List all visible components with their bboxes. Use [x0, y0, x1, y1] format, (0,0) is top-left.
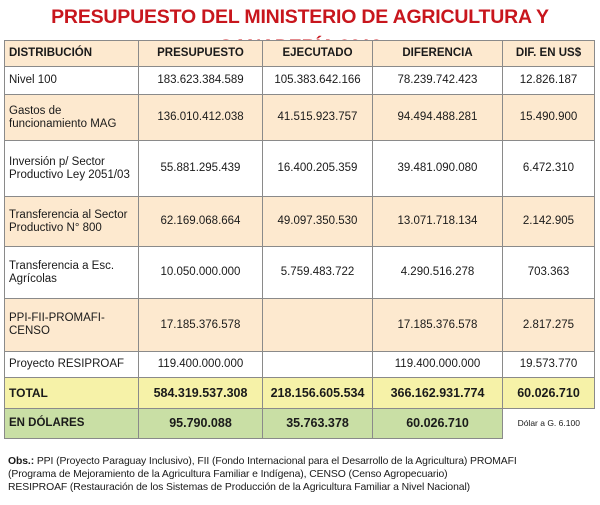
row-label: Gastos de funcionamiento MAG — [4, 94, 139, 141]
total-dif-usd: 60.026.710 — [502, 377, 595, 409]
table-row: Proyecto RESIPROAF 119.400.000.000 119.4… — [4, 351, 595, 378]
total-row: TOTAL 584.319.537.308 218.156.605.534 36… — [4, 377, 595, 409]
column-header: DIFERENCIA — [372, 40, 503, 67]
row-label-line: funcionamiento MAG — [9, 117, 117, 130]
diferencia-cell: 13.071.718.134 — [372, 196, 503, 247]
ejecutado-cell: 16.400.205.359 — [262, 140, 373, 197]
ejecutado-cell: 5.759.483.722 — [262, 246, 373, 299]
row-label-line: Gastos de — [9, 104, 62, 117]
dif-usd-cell: 6.472.310 — [502, 140, 595, 197]
ejecutado-cell: 49.097.350.530 — [262, 196, 373, 247]
presupuesto-cell: 10.050.000.000 — [138, 246, 263, 299]
row-label: PPI-FII-PROMAFI- CENSO — [4, 298, 139, 352]
diferencia-cell: 39.481.090.080 — [372, 140, 503, 197]
diferencia-cell: 17.185.376.578 — [372, 298, 503, 352]
diferencia-cell: 119.400.000.000 — [372, 351, 503, 378]
ejecutado-cell — [262, 351, 373, 378]
presupuesto-cell: 55.881.295.439 — [138, 140, 263, 197]
row-label: Proyecto RESIPROAF — [4, 351, 139, 378]
dif-usd-cell: 19.573.770 — [502, 351, 595, 378]
row-label: Transferencia al Sector Productivo N° 80… — [4, 196, 139, 247]
observations-note: Obs.: PPI (Proyecto Paraguay Inclusivo),… — [8, 455, 594, 494]
table-row: Nivel 100 183.623.384.589 105.383.642.16… — [4, 66, 595, 95]
column-header: DIF. EN US$ — [502, 40, 595, 67]
total-label: TOTAL — [4, 377, 139, 409]
row-label-line: Productivo Ley 2051/03 — [9, 168, 130, 181]
usd-ejecutado: 35.763.378 — [262, 408, 373, 439]
usd-label: EN DÓLARES — [4, 408, 139, 439]
obs-label: Obs.: — [8, 456, 35, 467]
diferencia-cell: 78.239.742.423 — [372, 66, 503, 95]
usd-presupuesto: 95.790.088 — [138, 408, 263, 439]
column-header: EJECUTADO — [262, 40, 373, 67]
presupuesto-cell: 62.169.068.664 — [138, 196, 263, 247]
usd-row: EN DÓLARES 95.790.088 35.763.378 60.026.… — [4, 408, 595, 439]
presupuesto-cell: 119.400.000.000 — [138, 351, 263, 378]
obs-text: PPI (Proyecto Paraguay Inclusivo), FII (… — [34, 456, 517, 467]
obs-line: RESIPROAF (Restauración de los Sistemas … — [8, 482, 471, 493]
diferencia-cell: 94.494.488.281 — [372, 94, 503, 141]
table-row: Transferencia al Sector Productivo N° 80… — [4, 196, 595, 247]
row-label-line: PPI-FII-PROMAFI- — [9, 312, 105, 324]
row-label: Nivel 100 — [4, 66, 139, 95]
presupuesto-cell: 136.010.412.038 — [138, 94, 263, 141]
ejecutado-cell: 41.515.923.757 — [262, 94, 373, 141]
total-presupuesto: 584.319.537.308 — [138, 377, 263, 409]
row-label-line: Agrícolas — [9, 272, 57, 285]
table-header-row: DISTRIBUCIÓN PRESUPUESTO EJECUTADO DIFER… — [4, 40, 595, 67]
row-label-line: CENSO — [9, 325, 50, 337]
column-header: DISTRIBUCIÓN — [4, 40, 139, 67]
row-label-line: Proyecto RESIPROAF — [9, 358, 125, 370]
dif-usd-cell: 12.826.187 — [502, 66, 595, 95]
obs-line: (Programa de Mejoramiento de la Agricult… — [8, 469, 448, 480]
total-diferencia: 366.162.931.774 — [372, 377, 503, 409]
usd-diferencia: 60.026.710 — [372, 408, 503, 439]
presupuesto-cell: 17.185.376.578 — [138, 298, 263, 352]
diferencia-cell: 4.290.516.278 — [372, 246, 503, 299]
exchange-rate-note: Dólar a G. 6.100 — [502, 408, 595, 439]
total-ejecutado: 218.156.605.534 — [262, 377, 373, 409]
dif-usd-cell: 15.490.900 — [502, 94, 595, 141]
dif-usd-cell: 2.817.275 — [502, 298, 595, 352]
row-label-line: Inversión p/ Sector — [9, 155, 105, 168]
obs-line: Obs.: PPI (Proyecto Paraguay Inclusivo),… — [8, 455, 594, 468]
table-row: Transferencia a Esc. Agrícolas 10.050.00… — [4, 246, 595, 299]
table-row: PPI-FII-PROMAFI- CENSO 17.185.376.578 17… — [4, 298, 595, 352]
row-label-line: Transferencia al Sector — [9, 208, 128, 221]
row-label: Inversión p/ Sector Productivo Ley 2051/… — [4, 140, 139, 197]
row-label-line: Productivo N° 800 — [9, 221, 102, 234]
table-row: Inversión p/ Sector Productivo Ley 2051/… — [4, 140, 595, 197]
row-label-line: Transferencia a Esc. — [9, 259, 115, 272]
page-title: PRESUPUESTO DEL MINISTERIO DE AGRICULTUR… — [51, 6, 549, 58]
budget-table: DISTRIBUCIÓN PRESUPUESTO EJECUTADO DIFER… — [4, 40, 595, 439]
dif-usd-cell: 2.142.905 — [502, 196, 595, 247]
presupuesto-cell: 183.623.384.589 — [138, 66, 263, 95]
row-label: Transferencia a Esc. Agrícolas — [4, 246, 139, 299]
row-label-line: Nivel 100 — [9, 74, 57, 86]
column-header: PRESUPUESTO — [138, 40, 263, 67]
dif-usd-cell: 703.363 — [502, 246, 595, 299]
table-row: Gastos de funcionamiento MAG 136.010.412… — [4, 94, 595, 141]
ejecutado-cell — [262, 298, 373, 352]
ejecutado-cell: 105.383.642.166 — [262, 66, 373, 95]
